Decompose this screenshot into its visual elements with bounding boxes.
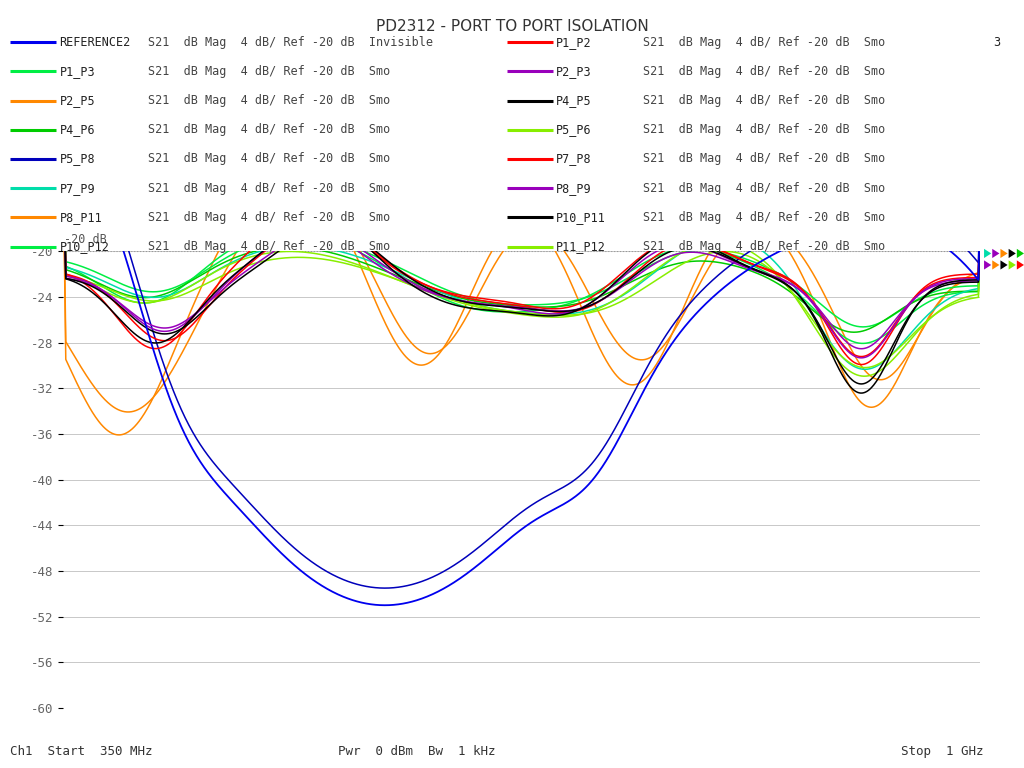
Text: P8_P11: P8_P11: [59, 211, 102, 223]
Text: S21  dB Mag  4 dB/ Ref -20 dB  Smo: S21 dB Mag 4 dB/ Ref -20 dB Smo: [643, 36, 886, 48]
Text: P4_P5: P4_P5: [556, 94, 592, 107]
Text: S21  dB Mag  4 dB/ Ref -20 dB  Smo: S21 dB Mag 4 dB/ Ref -20 dB Smo: [148, 182, 391, 194]
Polygon shape: [1009, 249, 1016, 258]
Text: P10_P11: P10_P11: [556, 211, 606, 223]
Polygon shape: [1017, 260, 1024, 270]
Text: S21  dB Mag  4 dB/ Ref -20 dB  Smo: S21 dB Mag 4 dB/ Ref -20 dB Smo: [643, 211, 886, 223]
Text: S21  dB Mag  4 dB/ Ref -20 dB  Smo: S21 dB Mag 4 dB/ Ref -20 dB Smo: [148, 124, 391, 136]
Polygon shape: [1000, 260, 1008, 270]
Text: S21  dB Mag  4 dB/ Ref -20 dB  Smo: S21 dB Mag 4 dB/ Ref -20 dB Smo: [148, 240, 391, 253]
Text: P1_P3: P1_P3: [59, 65, 95, 78]
Text: S21  dB Mag  4 dB/ Ref -20 dB  Smo: S21 dB Mag 4 dB/ Ref -20 dB Smo: [643, 153, 886, 165]
Text: S21  dB Mag  4 dB/ Ref -20 dB  Invisible: S21 dB Mag 4 dB/ Ref -20 dB Invisible: [148, 36, 433, 48]
Polygon shape: [984, 249, 991, 258]
Polygon shape: [992, 249, 999, 258]
Text: S21  dB Mag  4 dB/ Ref -20 dB  Smo: S21 dB Mag 4 dB/ Ref -20 dB Smo: [148, 211, 391, 223]
Text: P5_P8: P5_P8: [59, 153, 95, 165]
Polygon shape: [992, 260, 999, 270]
Text: REFERENCE2: REFERENCE2: [59, 36, 131, 48]
Text: P2_P5: P2_P5: [59, 94, 95, 107]
Text: P7_P9: P7_P9: [59, 182, 95, 194]
Polygon shape: [1009, 260, 1016, 270]
Text: P2_P3: P2_P3: [556, 65, 592, 78]
Text: S21  dB Mag  4 dB/ Ref -20 dB  Smo: S21 dB Mag 4 dB/ Ref -20 dB Smo: [643, 124, 886, 136]
Text: P10_P12: P10_P12: [59, 240, 110, 253]
Text: S21  dB Mag  4 dB/ Ref -20 dB  Smo: S21 dB Mag 4 dB/ Ref -20 dB Smo: [643, 182, 886, 194]
Text: S21  dB Mag  4 dB/ Ref -20 dB  Smo: S21 dB Mag 4 dB/ Ref -20 dB Smo: [643, 240, 886, 253]
Text: S21  dB Mag  4 dB/ Ref -20 dB  Smo: S21 dB Mag 4 dB/ Ref -20 dB Smo: [148, 65, 391, 78]
Text: P11_P12: P11_P12: [556, 240, 606, 253]
Text: P1_P2: P1_P2: [556, 36, 592, 48]
Text: Ch1  Start  350 MHz: Ch1 Start 350 MHz: [10, 745, 153, 757]
Text: S21  dB Mag  4 dB/ Ref -20 dB  Smo: S21 dB Mag 4 dB/ Ref -20 dB Smo: [148, 153, 391, 165]
Text: -20 dB: -20 dB: [65, 233, 108, 246]
Text: P5_P6: P5_P6: [556, 124, 592, 136]
Polygon shape: [984, 260, 991, 270]
Text: S21  dB Mag  4 dB/ Ref -20 dB  Smo: S21 dB Mag 4 dB/ Ref -20 dB Smo: [148, 94, 391, 107]
Polygon shape: [1017, 249, 1024, 258]
Text: P8_P9: P8_P9: [556, 182, 592, 194]
Text: S21  dB Mag  4 dB/ Ref -20 dB  Smo: S21 dB Mag 4 dB/ Ref -20 dB Smo: [643, 94, 886, 107]
Text: P4_P6: P4_P6: [59, 124, 95, 136]
Text: Pwr  0 dBm  Bw  1 kHz: Pwr 0 dBm Bw 1 kHz: [338, 745, 496, 757]
Text: 3: 3: [993, 36, 1000, 48]
Text: PD2312 - PORT TO PORT ISOLATION: PD2312 - PORT TO PORT ISOLATION: [376, 19, 648, 35]
Text: S21  dB Mag  4 dB/ Ref -20 dB  Smo: S21 dB Mag 4 dB/ Ref -20 dB Smo: [643, 65, 886, 78]
Text: P7_P8: P7_P8: [556, 153, 592, 165]
Text: Stop  1 GHz: Stop 1 GHz: [901, 745, 984, 757]
Polygon shape: [1000, 249, 1008, 258]
